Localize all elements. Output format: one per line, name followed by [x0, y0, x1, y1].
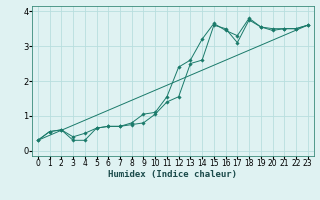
X-axis label: Humidex (Indice chaleur): Humidex (Indice chaleur) — [108, 170, 237, 179]
